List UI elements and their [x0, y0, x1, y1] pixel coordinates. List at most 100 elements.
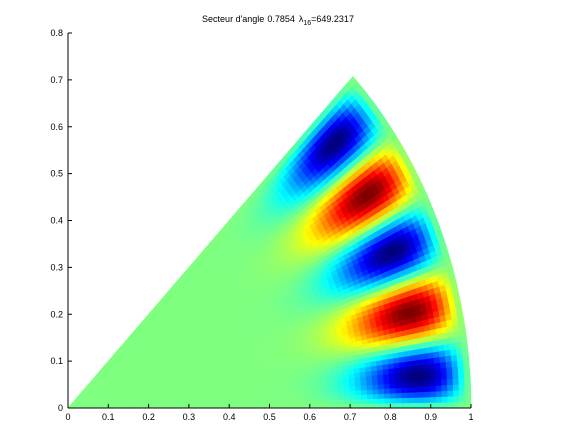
field-cell — [389, 382, 397, 389]
field-cell — [464, 377, 471, 385]
field-cell — [401, 397, 408, 404]
field-cell — [395, 397, 403, 404]
field-cell — [406, 376, 414, 383]
field-cell — [446, 366, 453, 374]
field-cell — [452, 377, 460, 385]
field-cell — [401, 387, 408, 394]
field-cell — [429, 379, 437, 387]
y-tick-label: 0.8 — [50, 28, 63, 38]
field-cell — [332, 399, 339, 405]
field-cell — [401, 392, 408, 399]
field-cell — [424, 391, 431, 398]
field-cell — [441, 396, 449, 403]
field-cell — [280, 401, 288, 406]
field-cell — [439, 355, 447, 363]
field-cell — [453, 389, 460, 397]
field-cell — [337, 390, 345, 396]
field-cell — [400, 371, 407, 378]
field-cell — [349, 403, 357, 409]
field-cell — [430, 402, 437, 409]
field-cell — [383, 383, 391, 390]
field-cell — [257, 401, 265, 406]
field-cell — [297, 404, 305, 409]
field-cell — [384, 402, 391, 409]
title-subscript: 16 — [303, 20, 311, 27]
field-cell — [326, 391, 333, 397]
field-cell — [453, 401, 460, 409]
y-tick-label: 0.2 — [50, 309, 63, 319]
field-cell — [436, 396, 443, 403]
field-cell — [297, 396, 305, 402]
field-cell — [405, 370, 413, 378]
field-cell — [456, 353, 464, 361]
field-cell — [332, 391, 339, 397]
field — [67, 76, 472, 409]
field-cell — [309, 396, 316, 401]
field-cell — [309, 392, 316, 398]
title-eigenvalue: 649.2317 — [316, 14, 354, 24]
y-tick-label: 0.5 — [50, 169, 63, 179]
field-cell — [274, 401, 282, 406]
field-cell — [423, 369, 430, 376]
field-cell — [286, 397, 293, 402]
field-cell — [360, 380, 368, 386]
field-cell — [435, 384, 443, 392]
field-cell — [463, 370, 471, 379]
field-cell — [451, 360, 459, 368]
field-cell — [372, 393, 380, 400]
field-cell — [383, 388, 391, 394]
field-cell — [445, 354, 452, 363]
field-cell — [326, 395, 334, 401]
field-cell — [428, 368, 436, 376]
field-cell — [337, 386, 345, 392]
x-tick-label: 0.1 — [102, 412, 115, 422]
field-cell — [366, 384, 374, 391]
field-cell — [441, 401, 449, 409]
field-cell — [292, 397, 299, 402]
field-cell — [407, 391, 414, 398]
field-cell — [461, 346, 469, 355]
field-cell — [372, 402, 380, 409]
field-cell — [349, 394, 357, 400]
field-cell — [269, 401, 276, 406]
field-cell — [332, 395, 339, 401]
field-cell — [435, 379, 443, 386]
field-cell — [447, 384, 454, 391]
y-tick-label: 0 — [58, 403, 63, 413]
field-cell — [343, 399, 351, 405]
x-tick-label: 0 — [65, 412, 70, 422]
field-cell — [435, 390, 443, 398]
field-cell — [428, 362, 436, 370]
field-cell — [338, 403, 345, 409]
field-cell — [434, 362, 441, 370]
field-cell — [378, 393, 385, 399]
field-cell — [343, 390, 351, 396]
field-cell — [430, 390, 437, 398]
field-cell — [395, 402, 403, 409]
field-cell — [280, 397, 288, 402]
field-cell — [343, 386, 351, 392]
field-cell — [378, 402, 385, 409]
field-cell — [389, 377, 396, 384]
field-cell — [401, 402, 408, 409]
field-cell — [453, 395, 460, 403]
field-cell — [360, 389, 368, 395]
field-cell — [384, 392, 391, 399]
field-cell — [389, 392, 397, 399]
field-cell — [445, 360, 453, 368]
field-cell — [395, 382, 402, 389]
field-cell — [424, 402, 432, 409]
field-cell — [412, 375, 419, 383]
field-cell — [452, 371, 459, 379]
field-cell — [458, 389, 466, 397]
field-cell — [332, 403, 339, 409]
field-cell — [406, 381, 414, 388]
field-cell — [344, 403, 351, 409]
y-tick-label: 0.7 — [50, 75, 63, 85]
field-cell — [349, 390, 356, 396]
field-cell — [464, 383, 472, 391]
field-cell — [412, 386, 420, 393]
y-tick-label: 0.1 — [50, 356, 63, 366]
field-cell — [440, 367, 448, 375]
